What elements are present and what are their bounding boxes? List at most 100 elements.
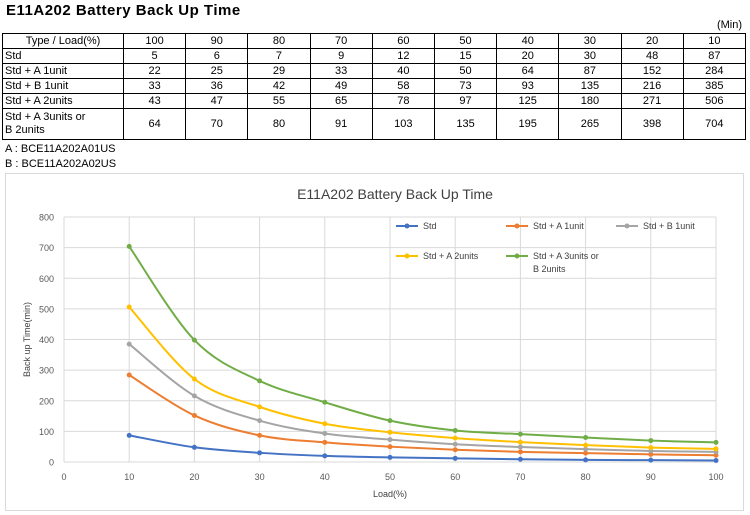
table-cell: 49 xyxy=(309,78,373,94)
legend-label: B 2units xyxy=(533,264,566,274)
table-cell: 216 xyxy=(620,78,684,94)
data-point xyxy=(387,429,393,435)
table-row-label-line: Std xyxy=(5,49,22,62)
data-point xyxy=(387,444,393,450)
backup-time-chart: E11A202 Battery Back Up Time010020030040… xyxy=(22,186,724,499)
data-point xyxy=(191,412,197,418)
table-row-label: Std + A 3units or B 2units xyxy=(2,108,124,140)
table-cell: 25 xyxy=(185,63,249,79)
data-point xyxy=(257,450,263,456)
x-tick-label: 50 xyxy=(385,472,395,482)
data-point xyxy=(191,393,197,399)
table-row: Std + A 1unit 22 25 29 33 40 50 64 87 152 284 xyxy=(2,63,747,79)
y-tick-label: 700 xyxy=(39,243,54,253)
table-cell: 385 xyxy=(682,78,747,94)
table-cell: 135 xyxy=(433,108,498,140)
legend-swatch-marker xyxy=(514,223,520,229)
data-point xyxy=(191,376,197,382)
table-header-load: 50 xyxy=(433,33,498,49)
table-cell: 180 xyxy=(558,93,622,109)
table-cell: 65 xyxy=(309,93,373,109)
table-row: Std + B 1unit 33 36 42 49 58 73 93 135 216 385 xyxy=(2,78,747,94)
data-point xyxy=(648,457,654,463)
unit-label: (Min) xyxy=(716,19,742,31)
table-row: Std + A 3units or B 2units 64 70 80 91 103 135 1… xyxy=(2,108,747,140)
table-cell: 33 xyxy=(309,63,373,79)
x-tick-label: 90 xyxy=(646,472,656,482)
y-tick-label: 600 xyxy=(39,274,54,284)
table-body: Type / Load(%) 100 90 80 70 60 50 40 30 20 10 Std 5 6… xyxy=(2,33,747,140)
series-line xyxy=(128,374,717,457)
table-header-load: 30 xyxy=(558,33,622,49)
table-header-load: 80 xyxy=(247,33,311,49)
x-tick-label: 100 xyxy=(708,472,723,482)
data-point xyxy=(322,453,328,459)
data-point xyxy=(126,341,132,347)
data-point xyxy=(387,437,393,443)
chart-title: E11A202 Battery Back Up Time xyxy=(297,186,493,202)
y-tick-label: 400 xyxy=(39,335,54,345)
table-cell: 87 xyxy=(558,63,622,79)
legend-label: Std + A 1unit xyxy=(533,221,584,231)
table-cell: 73 xyxy=(433,78,498,94)
table-cell: 91 xyxy=(309,108,373,140)
data-point xyxy=(191,444,197,450)
footnote-a: A : BCE11A202A01US xyxy=(5,143,116,155)
y-tick-label: 0 xyxy=(49,458,54,468)
table-row: Std 5 6 7 9 12 15 20 30 48 87 xyxy=(2,48,747,64)
x-tick-label: 10 xyxy=(124,472,134,482)
table-cell: 125 xyxy=(496,93,560,109)
table-row-label-line: Std + B 1unit xyxy=(5,79,69,92)
data-point xyxy=(126,372,132,378)
table-row-label-line: Std + A 3units or xyxy=(5,111,86,123)
table-cell: 80 xyxy=(247,108,311,140)
table-cell: 271 xyxy=(620,93,684,109)
data-point xyxy=(452,427,458,433)
data-point xyxy=(517,444,523,450)
data-point xyxy=(583,446,589,452)
table-cell: 284 xyxy=(682,63,747,79)
table-cell: 70 xyxy=(185,108,249,140)
data-point xyxy=(583,450,589,456)
y-tick-label: 300 xyxy=(39,366,54,376)
table-cell: 55 xyxy=(247,93,311,109)
table-cell: 42 xyxy=(247,78,311,94)
table-cell: 43 xyxy=(122,93,187,109)
series-line xyxy=(128,245,717,444)
data-point xyxy=(452,447,458,453)
data-point xyxy=(517,449,523,455)
table-header-load: 100 xyxy=(122,33,187,49)
data-point xyxy=(648,438,654,444)
table-cell: 12 xyxy=(371,48,435,64)
table-cell: 9 xyxy=(309,48,373,64)
backup-time-table: Type / Load(%) 100 90 80 70 60 50 40 30 20 10 Std 5 6… xyxy=(2,33,747,140)
table-row-label-line: Std + A 2units xyxy=(5,94,73,107)
data-point xyxy=(322,431,328,437)
legend-swatch-marker xyxy=(404,253,410,259)
table-header-load: 10 xyxy=(682,33,747,49)
table-cell: 22 xyxy=(122,63,187,79)
legend-swatch-marker xyxy=(514,253,520,259)
data-point xyxy=(517,439,523,445)
table-header-load: 60 xyxy=(371,33,435,49)
data-point xyxy=(583,457,589,463)
table-cell: 33 xyxy=(122,78,187,94)
x-tick-label: 40 xyxy=(320,472,330,482)
table-cell: 5 xyxy=(122,48,187,64)
table-cell: 704 xyxy=(682,108,747,140)
data-point xyxy=(517,431,523,437)
table-cell: 30 xyxy=(558,48,622,64)
x-axis-label: Load(%) xyxy=(373,489,407,499)
data-point xyxy=(452,441,458,447)
series-line xyxy=(128,306,717,450)
x-tick-label: 30 xyxy=(255,472,265,482)
y-tick-label: 100 xyxy=(39,427,54,437)
table-cell: 93 xyxy=(496,78,560,94)
y-tick-label: 500 xyxy=(39,304,54,314)
data-point xyxy=(713,446,719,452)
table-row-label: Std + A 1unit xyxy=(2,63,124,79)
chart-area: E11A202 Battery Back Up Time 0 100 200 300 40… xyxy=(5,173,744,511)
table-row-label: Std xyxy=(2,48,124,64)
x-tick-label: 0 xyxy=(61,472,66,482)
table-row: Std + A 2units 43 47 55 65 78 97 125 180 271 506 xyxy=(2,93,747,109)
